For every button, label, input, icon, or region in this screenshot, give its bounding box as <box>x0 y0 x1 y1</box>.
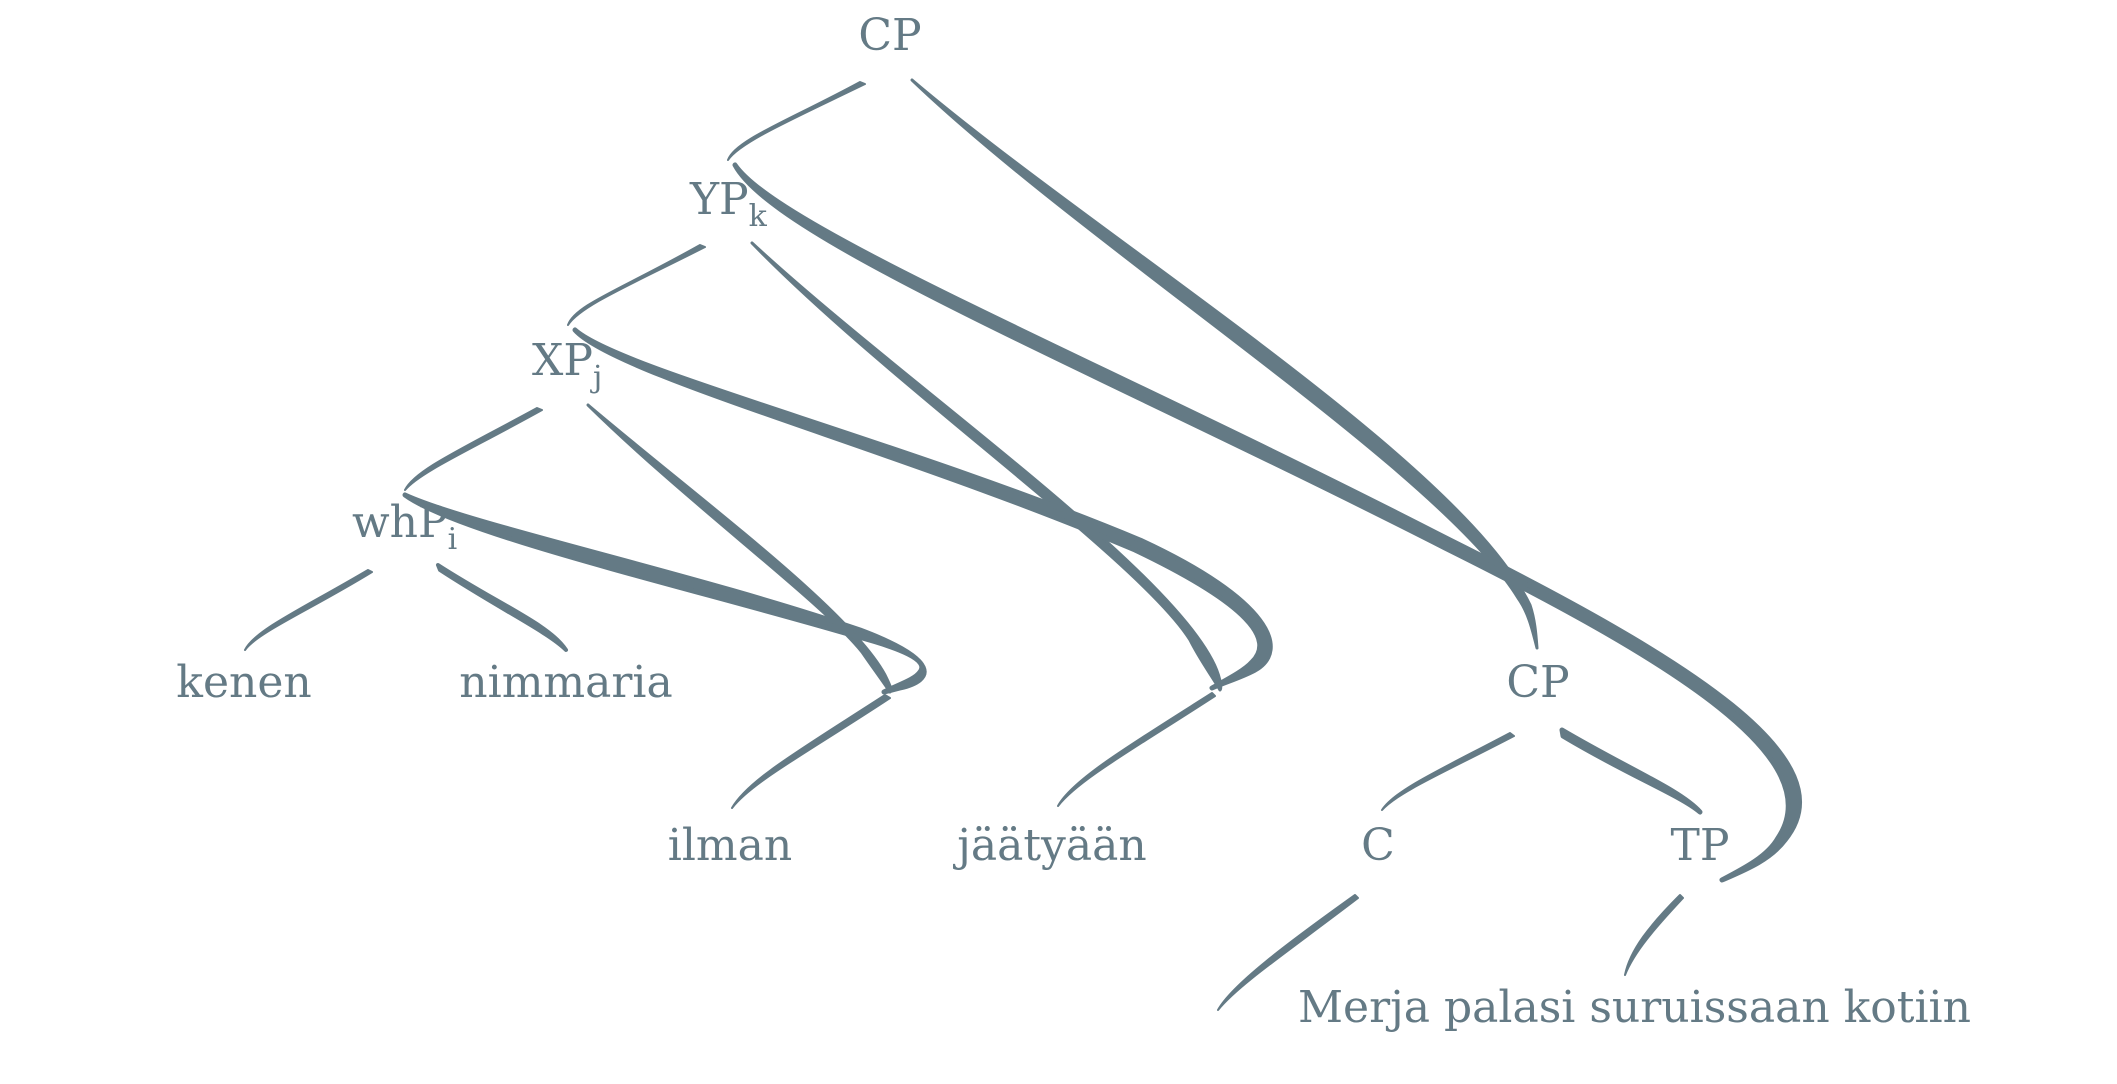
branch-yp-xp <box>567 244 706 326</box>
branch-c-leaf <box>1217 894 1359 1011</box>
branch-tp-leaf <box>1624 894 1684 976</box>
branch-cplow-tp <box>1559 727 1703 815</box>
branch-yp-tp <box>732 162 1802 883</box>
branch-whp-kenen <box>244 569 373 651</box>
tree-branches <box>244 78 1802 1011</box>
branch-whp-nimmaria <box>436 563 568 652</box>
branch-cplow-c <box>1381 732 1515 811</box>
node-tp: TP <box>1671 820 1730 871</box>
branch-xp-whp <box>404 407 543 491</box>
branch-xp-ilman <box>586 403 893 694</box>
branch-jaatyaan-leaf <box>1057 692 1216 807</box>
node-ilman: ilman <box>668 820 792 871</box>
node-cp-root: CP <box>858 10 921 61</box>
node-clause: Merja palasi suruissaan kotiin <box>1298 982 1971 1033</box>
node-nimmaria: nimmaria <box>459 657 672 708</box>
node-whp: whPi <box>352 497 457 557</box>
branch-yp-jaatyaan <box>750 241 1223 692</box>
branch-whp-ilman <box>402 492 927 695</box>
node-c: C <box>1361 820 1395 871</box>
node-jaatyaan: jäätyään <box>952 820 1146 871</box>
node-xp: XPj <box>532 335 602 395</box>
branch-ilman-leaf <box>731 694 891 809</box>
node-kenen: kenen <box>176 657 311 708</box>
branch-cp-cplow <box>910 78 1539 650</box>
branch-cp-yp <box>727 81 866 161</box>
branch-xp-jaatyaan <box>572 327 1273 691</box>
node-yp: YPk <box>689 174 768 234</box>
node-cp-low: CP <box>1506 657 1569 708</box>
